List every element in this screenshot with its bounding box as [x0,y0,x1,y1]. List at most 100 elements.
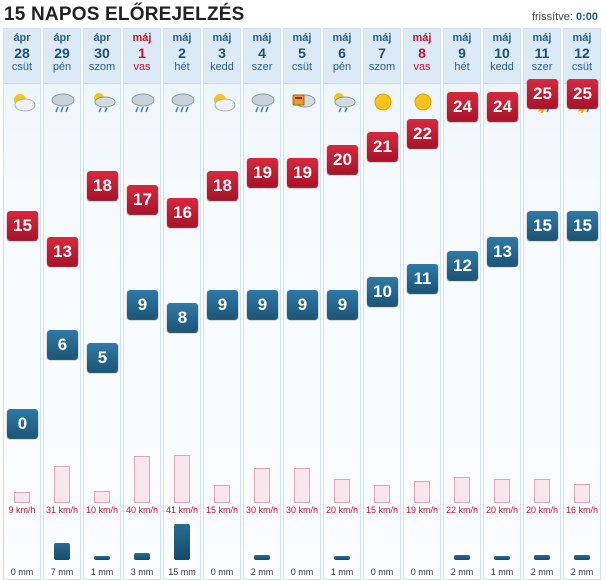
month-label: máj [372,32,392,44]
partly-cloudy-icon [10,91,36,113]
weekday-label: vas [413,61,431,73]
day-header: ápr 29 pén [44,29,80,84]
rain-cloud-icon [250,91,276,113]
month-label: máj [172,32,192,44]
day-column[interactable]: máj 2 hét 16 8 41 km/h 15 mm [163,28,201,580]
min-temp-badge: 9 [247,290,278,320]
precipitation-label: 15 mm [168,567,196,577]
month-label: máj [132,32,152,44]
wind-bar [14,492,30,503]
min-temp-badge: 9 [327,290,358,320]
day-header: máj 4 szer [244,29,280,84]
refresh-label: frissítve: [531,11,573,23]
day-number: 8 [418,45,426,61]
day-header: máj 7 szom [364,29,400,84]
precipitation-bar [334,556,350,560]
wind-bar [294,467,310,503]
min-temp-badge: 6 [47,329,78,359]
precipitation-label: 0 mm [210,567,234,577]
sun-rain-icon [330,91,356,113]
day-column[interactable]: máj 6 pén 20 9 20 km/h 1 mm [323,28,361,580]
max-temp-badge: 15 [7,211,38,240]
day-header: máj 1 vas [124,29,160,84]
warning-icon [290,91,316,113]
day-header: máj 3 kedd [204,29,240,84]
wind-speed-label: 10 km/h [85,505,118,515]
day-column[interactable]: máj 12 csüt 25 15 16 km/h 2 mm [563,28,601,580]
page-title: 15 NAPOS ELŐREJELZÉS [4,4,245,25]
wind-bar [374,485,390,503]
day-column[interactable]: máj 5 csüt 19 9 30 km/h 0 mm [283,28,321,580]
wind-speed-label: 31 km/h [45,505,78,515]
wind-speed-label: 30 km/h [285,505,318,515]
wind-bar [94,491,110,503]
max-temp-badge: 22 [407,118,438,148]
month-label: máj [412,32,432,44]
day-number: 7 [378,45,386,61]
wind-bar [54,466,70,503]
month-label: ápr [13,32,31,44]
day-column[interactable]: máj 9 hét 24 12 22 km/h 2 mm [443,28,481,580]
max-temp-badge: 25 [567,79,598,108]
day-number: 2 [178,45,186,61]
day-header: máj 12 csüt [564,29,600,84]
weekday-label: hét [454,61,470,73]
wind-bar [494,479,510,503]
max-temp-badge: 16 [167,197,198,227]
day-number: 1 [138,45,146,61]
max-temp-badge: 21 [367,131,398,161]
day-column[interactable]: máj 7 szom 21 10 15 km/h 0 mm [363,28,401,580]
max-temp-badge: 24 [487,92,518,122]
precipitation-label: 0 mm [10,567,34,577]
weekday-label: szom [368,61,396,73]
day-column[interactable]: ápr 29 pén 13 6 31 km/h 7 mm [43,28,81,580]
day-number: 3 [218,45,226,61]
min-temp-badge: 13 [487,237,518,267]
day-column[interactable]: ápr 30 szom 18 5 10 km/h 1 mm [83,28,121,580]
weekday-label: szer [531,61,553,73]
precipitation-bar [134,552,150,560]
weekday-label: hét [174,61,190,73]
max-temp-badge: 17 [127,184,158,214]
wind-bar [534,479,550,503]
wind-speed-label: 16 km/h [565,505,598,515]
day-column[interactable]: máj 1 vas 17 9 40 km/h 3 mm [123,28,161,580]
wind-speed-label: 40 km/h [125,505,158,515]
day-number: 29 [54,45,70,61]
max-temp-badge: 24 [447,92,478,122]
rain-cloud-icon [170,91,196,113]
weekday-label: pén [332,61,352,73]
wind-bar [174,454,190,503]
sun-icon [370,91,396,113]
month-label: máj [532,32,552,44]
max-temp-badge: 25 [527,79,558,108]
wind-speed-label: 20 km/h [485,505,518,515]
day-header: máj 2 hét [164,29,200,84]
precipitation-label: 1 mm [330,567,354,577]
precipitation-label: 7 mm [50,567,74,577]
rain-cloud-icon [130,91,156,113]
precipitation-bar [94,556,110,560]
day-column[interactable]: máj 8 vas 22 11 19 km/h 0 mm [403,28,441,580]
day-column[interactable]: máj 4 szer 19 9 30 km/h 2 mm [243,28,281,580]
refresh-info: frissítve: 0:00 [532,11,598,23]
min-temp-badge: 0 [7,409,38,438]
max-temp-badge: 18 [87,171,118,201]
precipitation-label: 0 mm [370,567,394,577]
day-column[interactable]: máj 10 kedd 24 13 20 km/h 1 mm [483,28,521,580]
month-label: ápr [93,32,111,44]
day-column[interactable]: ápr 28 csüt 15 0 9 km/h 0 mm [3,28,41,580]
day-header: máj 8 vas [404,29,440,84]
day-number: 30 [94,45,110,61]
wind-speed-label: 15 km/h [365,505,398,515]
min-temp-badge: 9 [207,290,238,320]
wind-speed-label: 9 km/h [8,505,36,515]
day-column[interactable]: máj 3 kedd 18 9 15 km/h 0 mm [203,28,241,580]
weekday-label: kedd [490,61,514,73]
precipitation-label: 0 mm [410,567,434,577]
day-number: 5 [298,45,306,61]
wind-bar [334,479,350,503]
precipitation-label: 1 mm [90,567,114,577]
day-header: máj 9 hét [444,29,480,84]
day-column[interactable]: máj 11 szer 25 15 20 km/h 2 mm [523,28,561,580]
